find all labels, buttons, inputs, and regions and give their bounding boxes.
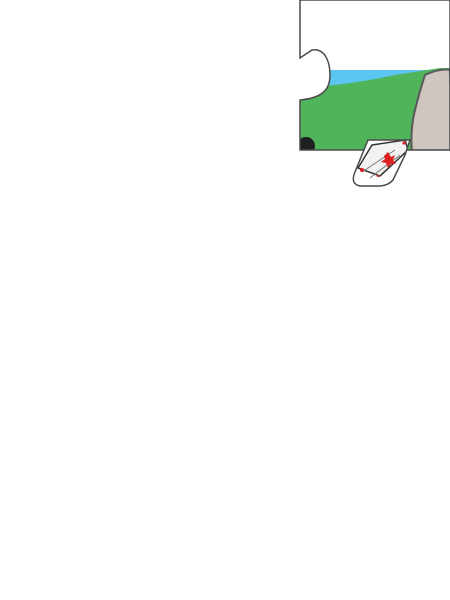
- piece-outline: [299, 0, 450, 151]
- fragment-line: [361, 149, 396, 173]
- red-marks: [360, 141, 406, 178]
- dark-object: [300, 137, 315, 150]
- puzzle-piece-road[interactable]: [297, 0, 450, 155]
- fragment-line-2: [369, 154, 401, 179]
- fragment-outline: [352, 139, 412, 187]
- road-shape: [410, 68, 450, 150]
